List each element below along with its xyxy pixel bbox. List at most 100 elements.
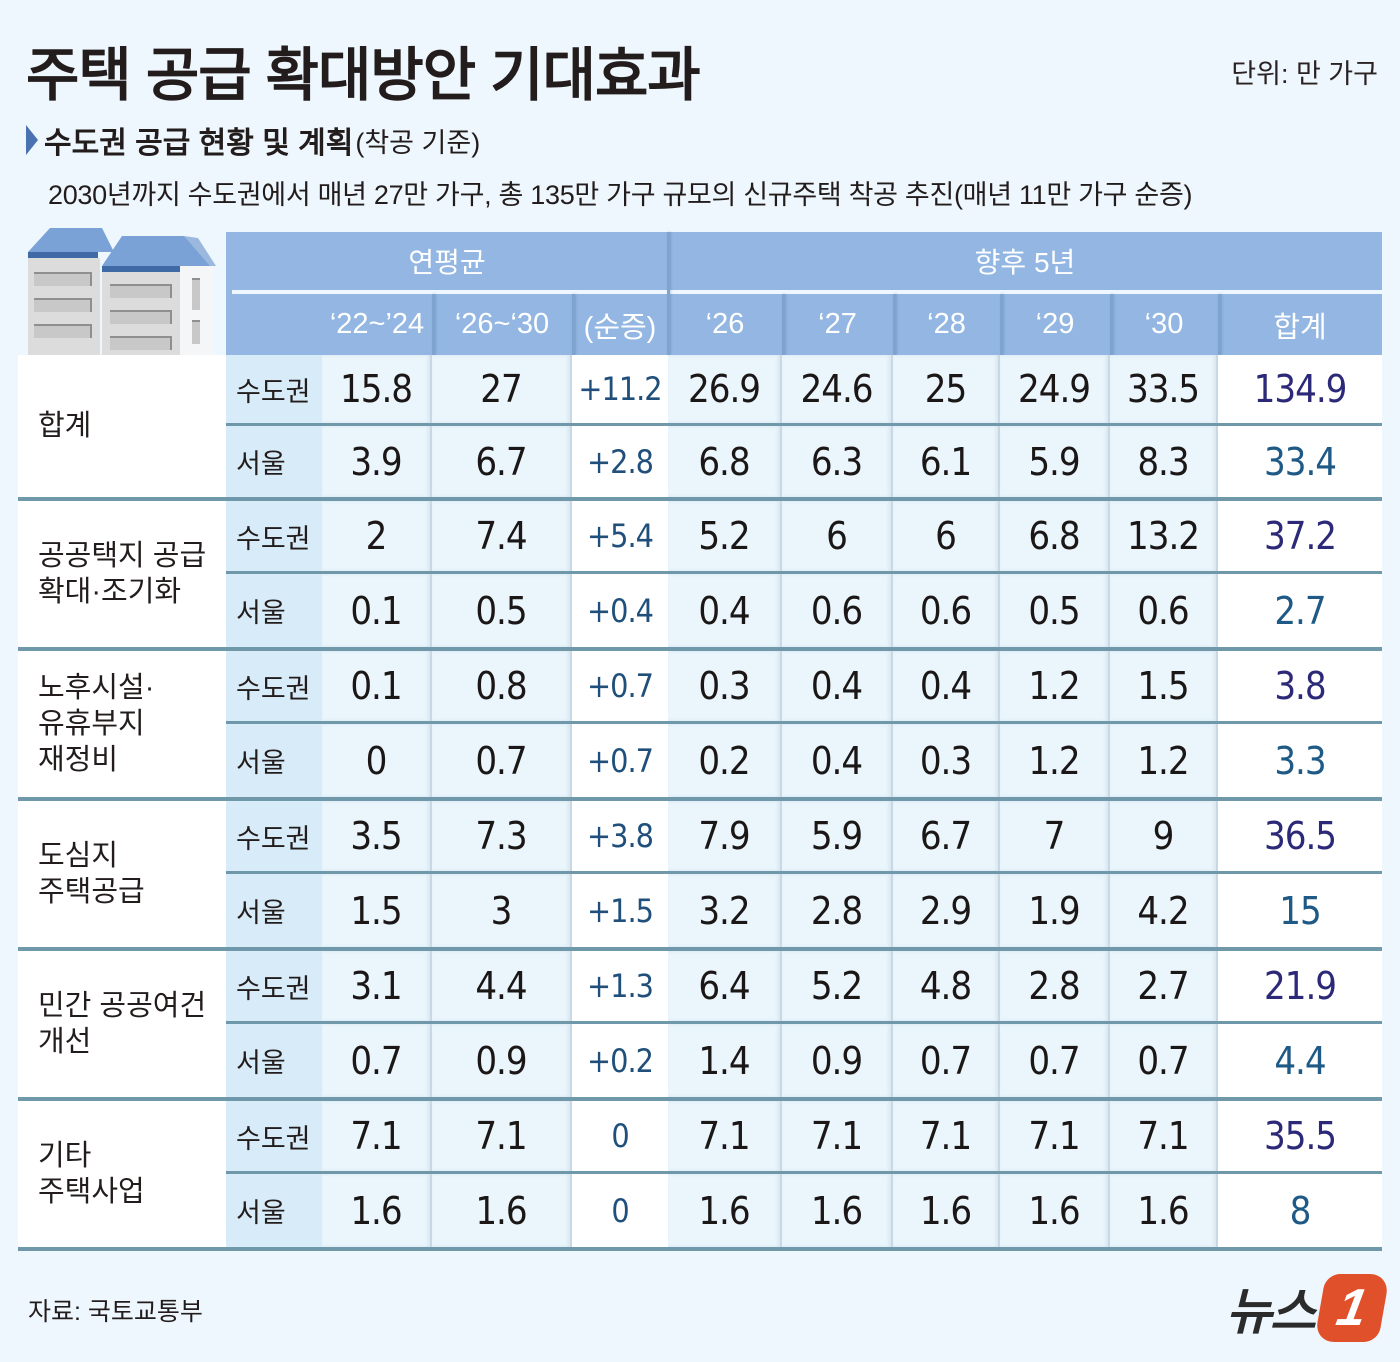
- value-cell: 1.2: [1110, 724, 1218, 797]
- value-cell: 2.9: [893, 874, 1000, 947]
- value-cell: 6.7: [893, 801, 1000, 871]
- table-row: 수도권 7.1 7.1 0 7.1 7.1 7.1 7.1 7.1 35.5: [226, 1101, 1382, 1174]
- table-row: 수도권 0.1 0.8 +0.7 0.3 0.4 0.4 1.2 1.5 3.8: [226, 651, 1382, 724]
- total-cell: 35.5: [1218, 1101, 1382, 1171]
- category-label: 합계: [18, 355, 226, 497]
- table-row: 수도권 15.8 27 +11.2 26.9 24.6 25 24.9 33.5 134.9: [226, 355, 1382, 426]
- table-row: 수도권 3.5 7.3 +3.8 7.9 5.9 6.7 7 9 36.5: [226, 801, 1382, 874]
- table-group: 노후시설· 유휴부지 재정비 수도권 0.1 0.8 +0.7 0.3 0.4 0.4 1.2 1…: [18, 651, 1382, 801]
- value-cell: 24.9: [1000, 355, 1110, 423]
- header-divider: [232, 290, 1382, 294]
- source-note: 자료: 국토교통부: [28, 1298, 203, 1326]
- table-group: 기타 주택사업 수도권 7.1 7.1 0 7.1 7.1 7.1 7.1 7.1 35.5 서울 1.…: [18, 1101, 1382, 1251]
- total-cell: 37.2: [1218, 501, 1382, 571]
- subtitle-text: 수도권 공급 현황 및 계획: [44, 127, 354, 160]
- value-cell: 5.9: [782, 801, 893, 871]
- unit-label: 단위: 만 가구: [1231, 59, 1378, 89]
- value-cell: 33.5: [1110, 355, 1218, 423]
- value-cell: 1.6: [782, 1174, 893, 1247]
- col-header: ‘22~’24: [329, 308, 425, 340]
- region-label: 수도권: [226, 651, 322, 721]
- header-col-divider: [432, 294, 435, 355]
- table-row: 서울 3.9 6.7 +2.8 6.8 6.3 6.1 5.9 8.3 33.4: [226, 426, 1382, 497]
- header-col-divider: [893, 294, 896, 355]
- col-header: ‘27: [818, 308, 857, 340]
- net-increase-cell: +0.2: [572, 1024, 668, 1097]
- value-cell: 7.3: [432, 801, 572, 871]
- region-label: 서울: [226, 426, 322, 497]
- total-cell: 15: [1218, 874, 1382, 947]
- header-col-divider: [1110, 294, 1113, 355]
- value-cell: 0.4: [893, 651, 1000, 721]
- table-group: 도심지 주택공급 수도권 3.5 7.3 +3.8 7.9 5.9 6.7 7 9 36.5 서울 1.…: [18, 801, 1382, 951]
- table-body: 합계 수도권 15.8 27 +11.2 26.9 24.6 25 24.9 33.5 134.9 서…: [18, 355, 1382, 1251]
- value-cell: 0.7: [893, 1024, 1000, 1097]
- total-cell: 4.4: [1218, 1024, 1382, 1097]
- category-label: 공공택지 공급 확대·조기화: [18, 501, 226, 647]
- net-increase-cell: +11.2: [572, 355, 668, 423]
- table-group: 공공택지 공급 확대·조기화 수도권 2 7.4 +5.4 5.2 6 6 6.8 13.2 37.…: [18, 501, 1382, 651]
- value-cell: 0.7: [1110, 1024, 1218, 1097]
- region-label: 서울: [226, 724, 322, 797]
- value-cell: 1.6: [668, 1174, 782, 1247]
- value-cell: 4.2: [1110, 874, 1218, 947]
- net-increase-cell: +0.4: [572, 574, 668, 647]
- value-cell: 1.9: [1000, 874, 1110, 947]
- header-col-divider: [1218, 294, 1221, 355]
- net-increase-cell: 0: [572, 1101, 668, 1171]
- value-cell: 25: [893, 355, 1000, 423]
- value-cell: 0.1: [322, 651, 432, 721]
- value-cell: 3.1: [322, 951, 432, 1021]
- value-cell: 0: [322, 724, 432, 797]
- value-cell: 9: [1110, 801, 1218, 871]
- value-cell: 6.1: [893, 426, 1000, 497]
- value-cell: 26.9: [668, 355, 782, 423]
- value-cell: 2.8: [782, 874, 893, 947]
- region-label: 수도권: [226, 951, 322, 1021]
- value-cell: 0.2: [668, 724, 782, 797]
- total-cell: 134.9: [1218, 355, 1382, 423]
- header-divider-vertical: [667, 232, 670, 355]
- total-cell: 3.3: [1218, 724, 1382, 797]
- value-cell: 7.1: [1110, 1101, 1218, 1171]
- table-group: 민간 공공여건 개선 수도권 3.1 4.4 +1.3 6.4 5.2 4.8 2.8 2.7 21…: [18, 951, 1382, 1101]
- triangle-bullet-icon: [26, 125, 38, 155]
- category-label: 도심지 주택공급: [18, 801, 226, 947]
- col-header: ‘30: [1144, 308, 1184, 340]
- value-cell: 3.9: [322, 426, 432, 497]
- region-label: 서울: [226, 574, 322, 647]
- value-cell: 6.3: [782, 426, 893, 497]
- value-cell: 0.5: [1000, 574, 1110, 647]
- value-cell: 1.2: [1000, 724, 1110, 797]
- value-cell: 1.6: [322, 1174, 432, 1247]
- value-cell: 1.6: [1110, 1174, 1218, 1247]
- value-cell: 0.9: [432, 1024, 572, 1097]
- value-cell: 0.8: [432, 651, 572, 721]
- value-cell: 1.6: [893, 1174, 1000, 1247]
- col-header: ‘29: [1035, 308, 1075, 340]
- value-cell: 24.6: [782, 355, 893, 423]
- value-cell: 0.6: [893, 574, 1000, 647]
- value-cell: 0.4: [668, 574, 782, 647]
- table-group: 합계 수도권 15.8 27 +11.2 26.9 24.6 25 24.9 33.5 134.9 서…: [18, 355, 1382, 501]
- region-label: 서울: [226, 1024, 322, 1097]
- value-cell: 6: [893, 501, 1000, 571]
- net-increase-cell: +2.8: [572, 426, 668, 497]
- region-label: 서울: [226, 874, 322, 947]
- value-cell: 1.2: [1000, 651, 1110, 721]
- value-cell: 4.4: [432, 951, 572, 1021]
- value-cell: 3.2: [668, 874, 782, 947]
- table-header: 연평균 향후 5년 ‘22~’24 ‘26~‘30 (순증) ‘26 ‘27 ‘…: [226, 232, 1382, 355]
- value-cell: 2.8: [1000, 951, 1110, 1021]
- description: 2030년까지 수도권에서 매년 27만 가구, 총 135만 가구 규모의 신…: [48, 180, 1193, 210]
- subtitle: 수도권 공급 현황 및 계획 (착공 기준): [26, 118, 480, 162]
- value-cell: 5.2: [668, 501, 782, 571]
- value-cell: 0.5: [432, 574, 572, 647]
- header-col-divider: [572, 294, 575, 355]
- value-cell: 8.3: [1110, 426, 1218, 497]
- category-label: 기타 주택사업: [18, 1101, 226, 1247]
- logo-text: 뉴스: [1226, 1284, 1316, 1340]
- region-label: 수도권: [226, 355, 322, 423]
- value-cell: 6.8: [1000, 501, 1110, 571]
- value-cell: 7.1: [322, 1101, 432, 1171]
